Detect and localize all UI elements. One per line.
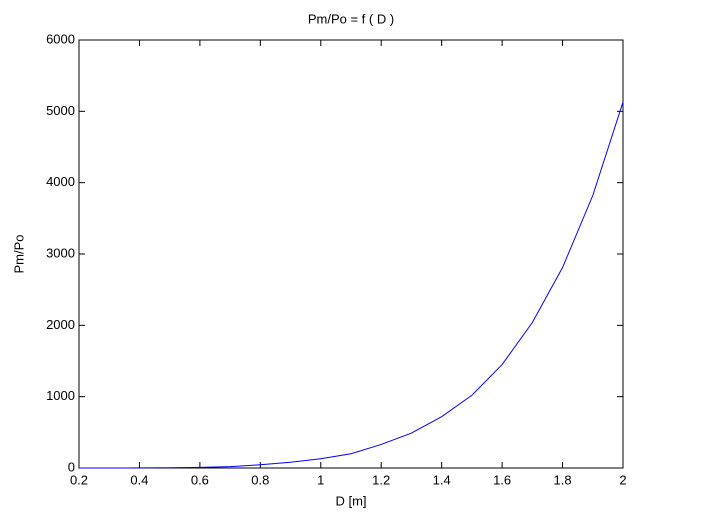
x-tick-label: 1 <box>317 472 324 487</box>
y-tick-label: 6000 <box>46 31 75 46</box>
x-tick-label: 1.8 <box>554 472 572 487</box>
y-tick-label: 2000 <box>46 317 75 332</box>
data-line <box>79 101 624 469</box>
x-tick-label: 0.2 <box>70 472 88 487</box>
x-tick-label: 2 <box>619 472 626 487</box>
x-tick-label: 0.4 <box>130 472 148 487</box>
x-axis-label: D [m] <box>335 493 366 508</box>
y-axis-label: Pm/Po <box>11 234 26 273</box>
y-tick-label: 0 <box>68 459 75 474</box>
y-tick-label: 1000 <box>46 388 75 403</box>
chart-title: Pm/Po = f ( D ) <box>308 11 394 26</box>
y-tick-label: 5000 <box>46 103 75 118</box>
plot-frame <box>78 39 624 469</box>
x-tick-label: 0.8 <box>251 472 269 487</box>
x-tick-label: 1.2 <box>372 472 390 487</box>
y-tick-label: 3000 <box>46 245 75 260</box>
x-tick-label: 1.4 <box>433 472 451 487</box>
x-tick-label: 1.6 <box>493 472 511 487</box>
y-tick-label: 4000 <box>46 174 75 189</box>
x-tick-label: 0.6 <box>191 472 209 487</box>
